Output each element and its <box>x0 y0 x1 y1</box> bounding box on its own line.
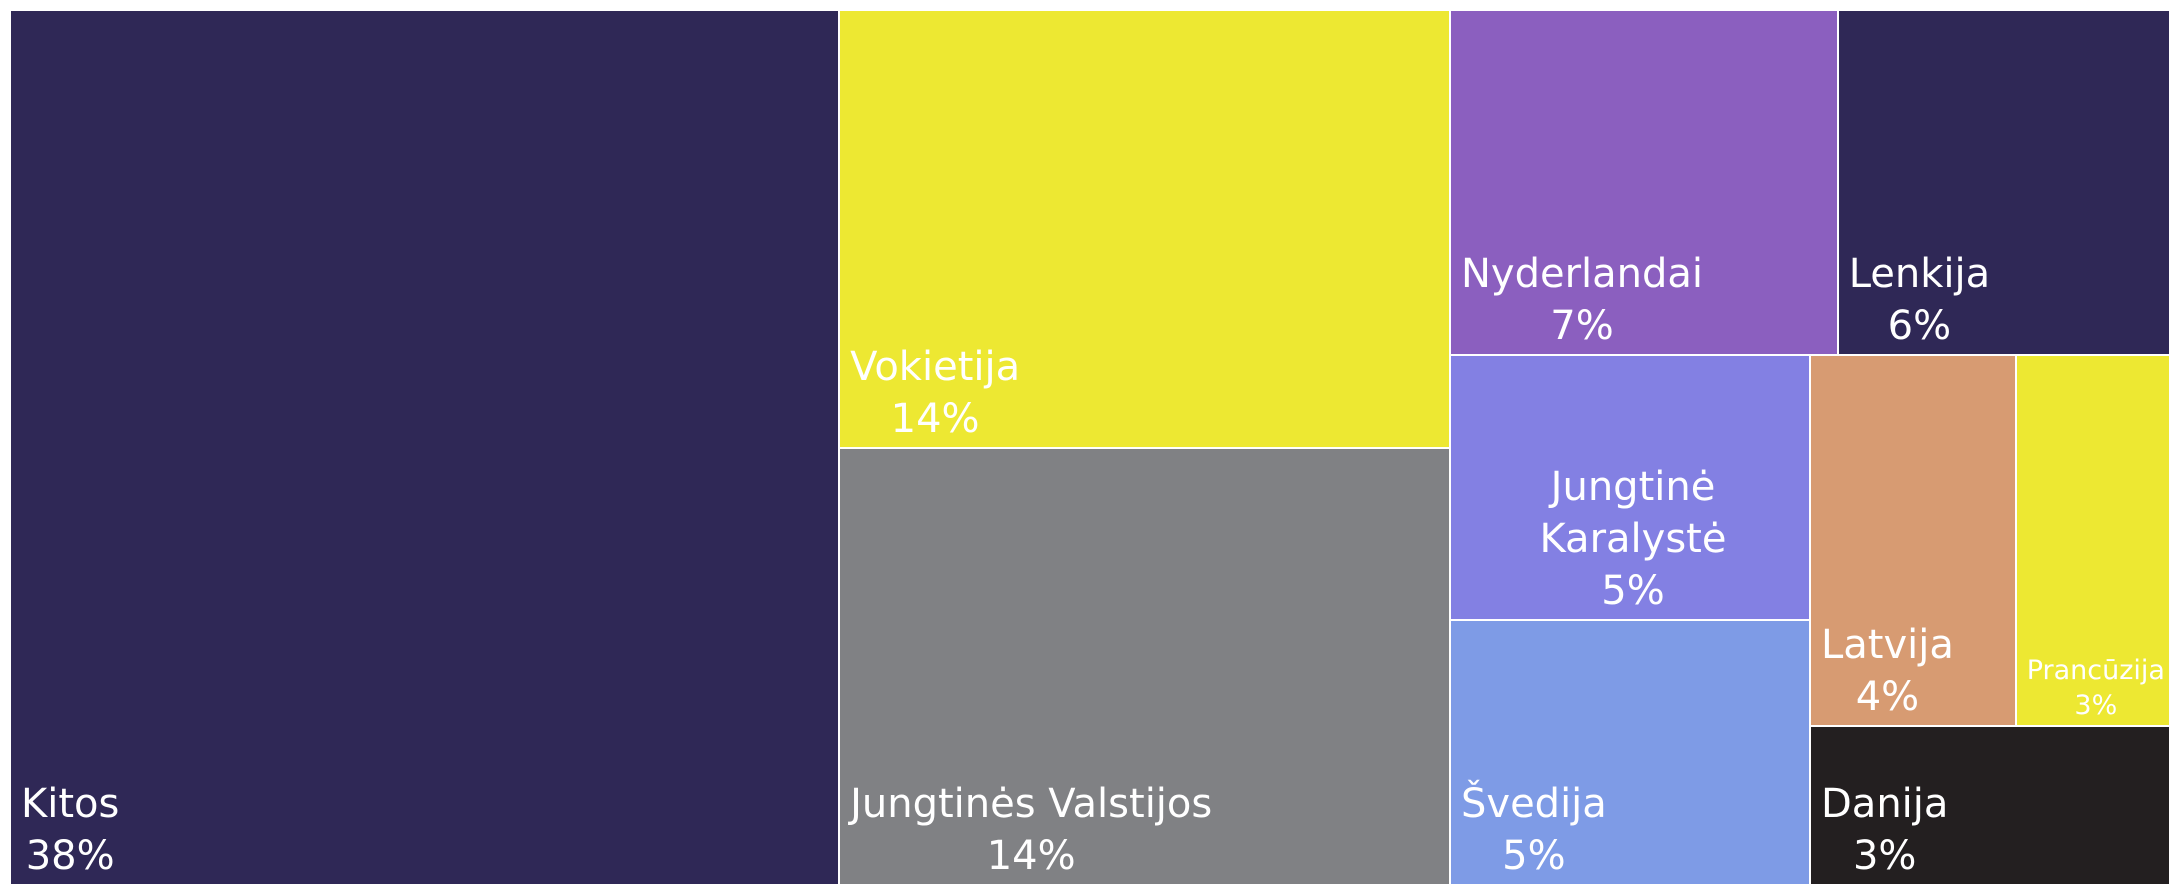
tile-name: Nyderlandai <box>1461 250 1704 297</box>
tile-label: Jungtinė Karalystė 5% <box>1461 461 1805 617</box>
tile-value: 3% <box>2074 689 2118 721</box>
tile-value: 5% <box>1601 567 1665 614</box>
treemap: Kitos 38% Vokietija 14% Jungtinės Valstijos 1… <box>10 10 2170 885</box>
tile-value: 6% <box>1887 302 1952 349</box>
tile-value: 5% <box>1502 832 1566 879</box>
tile-value: 38% <box>25 833 115 879</box>
tile-name: Vokietija <box>850 343 1021 390</box>
tile-label: Kitos 38% <box>21 778 119 882</box>
tile: Švedija 5% <box>1450 619 1810 885</box>
tile-name: Jungtinė Karalystė <box>1539 463 1727 562</box>
tile-value: 14% <box>890 395 980 442</box>
tile-label: Danija 3% <box>1821 778 1948 882</box>
tile: Nyderlandai 7% <box>1450 10 1838 355</box>
tile: Danija 3% <box>1810 725 2170 885</box>
tile: Latvija 4% <box>1810 354 2016 726</box>
tile-value: 14% <box>986 833 1076 879</box>
tile-value: 7% <box>1550 302 1614 349</box>
tile-name: Jungtinės Valstijos <box>850 781 1213 827</box>
tile: Lenkija 6% <box>1837 10 2170 355</box>
tile-label: Vokietija 14% <box>850 341 1020 445</box>
tile-label: Prancūzija 3% <box>2027 653 2165 723</box>
tile-label: Latvija 4% <box>1821 619 1954 723</box>
tile-name: Kitos <box>21 781 120 827</box>
tile: Prancūzija 3% <box>2015 354 2170 726</box>
tile-name: Švedija <box>1461 780 1607 827</box>
tile-name: Prancūzija <box>2026 654 2165 686</box>
tile: Vokietija 14% <box>839 10 1450 448</box>
tile-name: Latvija <box>1821 621 1954 668</box>
tile-label: Lenkija 6% <box>1849 248 1990 352</box>
tile-name: Danija <box>1821 780 1949 827</box>
tile-label: Švedija 5% <box>1461 778 1607 882</box>
tile-label: Nyderlandai 7% <box>1461 248 1703 352</box>
tile: Jungtinė Karalystė 5% <box>1450 354 1810 620</box>
tile: Kitos 38% <box>10 10 840 885</box>
tile-label: Jungtinės Valstijos 14% <box>850 778 1212 882</box>
tile-value: 3% <box>1852 832 1917 879</box>
tile-value: 4% <box>1855 673 1920 720</box>
tile: Jungtinės Valstijos 14% <box>839 447 1450 885</box>
tile-name: Lenkija <box>1848 250 1991 297</box>
